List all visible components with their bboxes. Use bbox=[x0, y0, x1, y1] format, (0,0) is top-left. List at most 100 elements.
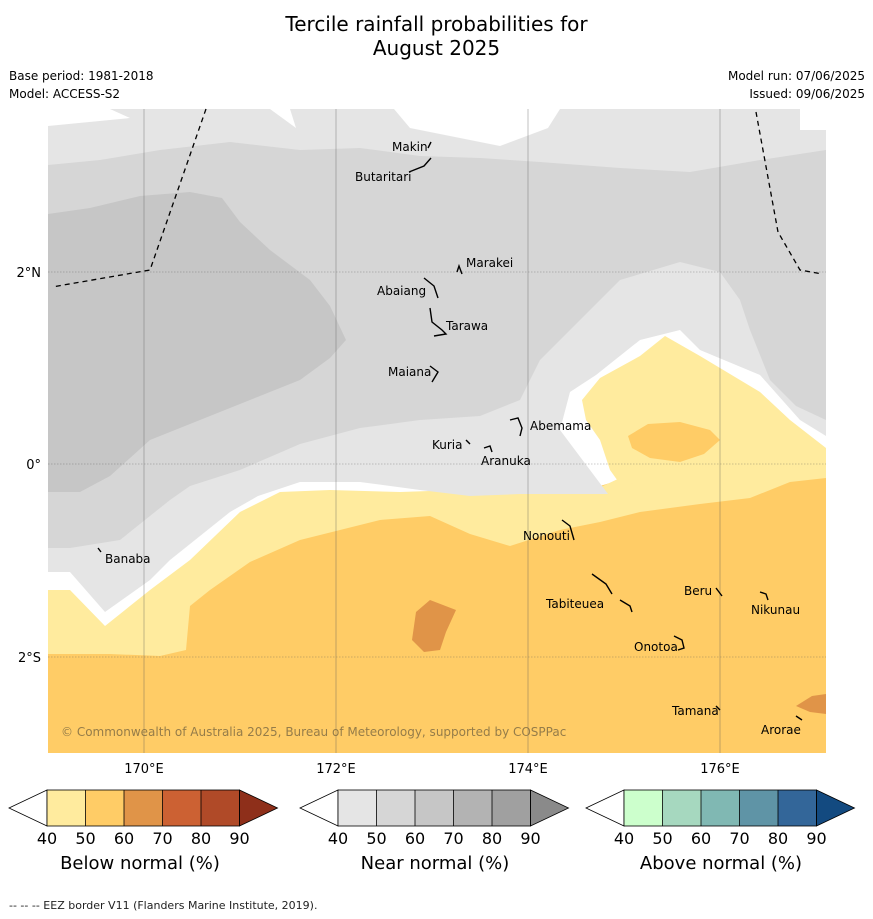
colorbar-segment bbox=[162, 790, 201, 826]
island-beru-shape bbox=[715, 587, 723, 597]
colorbar-segment bbox=[701, 790, 740, 826]
axis-labels: 170°E 172°E 174°E 176°E 2°N 0° 2°S bbox=[17, 266, 740, 777]
colorbar-tick-label: 40 bbox=[614, 829, 634, 848]
colorbar-tick-label: 50 bbox=[366, 829, 386, 848]
lon-label: 172°E bbox=[316, 762, 356, 777]
below-normal-40-50 bbox=[48, 458, 826, 656]
lon-label: 176°E bbox=[700, 762, 740, 777]
island-nonouti-shape bbox=[561, 519, 575, 541]
graticule bbox=[48, 109, 826, 753]
colorbar-outline bbox=[337, 789, 531, 827]
island-marakei-shape bbox=[456, 263, 463, 275]
island-maiana-shape bbox=[429, 365, 439, 383]
island-tamana-shape bbox=[715, 705, 721, 711]
colorbar-tick-label: 80 bbox=[482, 829, 502, 848]
colorbar-0: 40 50 60 70 80 90 bbox=[8, 789, 279, 848]
issued-date: Issued: 09/06/2025 bbox=[749, 87, 865, 101]
colorbar-segment bbox=[124, 790, 163, 826]
colorbar-tick-label: 50 bbox=[652, 829, 672, 848]
lat-label: 0° bbox=[26, 458, 41, 473]
colorbar-tick-label: 80 bbox=[768, 829, 788, 848]
colorbar-extend-high bbox=[239, 789, 279, 827]
island-tabiteuea-south-shape bbox=[619, 599, 633, 613]
colorbar-tick-label: 60 bbox=[405, 829, 425, 848]
island-banaba-shape bbox=[97, 547, 102, 553]
colorbar-tick-label: 90 bbox=[520, 829, 540, 848]
colorbar-segment bbox=[338, 790, 377, 826]
island-abaiang-shape bbox=[423, 277, 439, 299]
colorbar-segment bbox=[415, 790, 454, 826]
colorbar-outline bbox=[46, 789, 240, 827]
eez-footer-note: -- -- -- EEZ border V11 (Flanders Marine… bbox=[9, 899, 318, 912]
island-outlines bbox=[97, 141, 803, 721]
place-label: Butaritari bbox=[355, 170, 412, 184]
place-label: Kuria bbox=[432, 438, 463, 452]
title-line-2: August 2025 bbox=[372, 36, 501, 60]
lat-label: 2°S bbox=[18, 651, 41, 666]
colorbar-tick-label: 70 bbox=[443, 829, 463, 848]
below-normal-60-70-center bbox=[412, 600, 456, 652]
below-normal-east-50-60 bbox=[628, 422, 720, 462]
place-label: Onotoa bbox=[634, 640, 678, 654]
colorbar-segment bbox=[85, 790, 124, 826]
island-onotoa-shape bbox=[673, 635, 685, 651]
lat-label: 2°N bbox=[17, 266, 42, 281]
colorbars: 40 50 60 70 80 90 40 50 60 70 80 90 40 50 60 70 80 90 bbox=[8, 789, 856, 848]
copyright-text: © Commonwealth of Australia 2025, Bureau… bbox=[61, 725, 566, 739]
place-label: Tarawa bbox=[445, 319, 488, 333]
lon-label: 170°E bbox=[124, 762, 164, 777]
island-tabiteuea-north-shape bbox=[591, 573, 613, 595]
place-label: Maiana bbox=[388, 365, 431, 379]
eez-borders bbox=[51, 108, 823, 288]
colorbar-tick-label: 60 bbox=[691, 829, 711, 848]
colorbar-1: 40 50 60 70 80 90 bbox=[299, 789, 570, 848]
colorbar-segment bbox=[624, 790, 663, 826]
lon-label: 174°E bbox=[508, 762, 548, 777]
place-label: Abemama bbox=[530, 419, 591, 433]
place-label: Banaba bbox=[105, 552, 151, 566]
model-name: Model: ACCESS-S2 bbox=[9, 87, 121, 101]
colorbar-segment bbox=[453, 790, 492, 826]
base-period: Base period: 1981-2018 bbox=[9, 69, 154, 83]
colorbar-tick-label: 40 bbox=[328, 829, 348, 848]
near-normal-60-70 bbox=[48, 192, 346, 492]
meta-left: Base period: 1981-2018 Model: ACCESS-S2 bbox=[9, 67, 154, 103]
white-patch-top bbox=[48, 109, 130, 126]
island-nikunau-shape bbox=[759, 591, 769, 601]
colorbar-tick-label: 60 bbox=[114, 829, 134, 848]
colorbar-tick-label: 90 bbox=[806, 829, 826, 848]
colorbar-extend-low bbox=[8, 789, 48, 827]
colorbar-tick-label: 70 bbox=[729, 829, 749, 848]
eez-border-west bbox=[51, 108, 207, 288]
island-kuria-shape bbox=[465, 439, 471, 445]
white-patch-left bbox=[270, 109, 560, 146]
colorbar-extend-low bbox=[299, 789, 339, 827]
island-tarawa-shape bbox=[429, 307, 448, 337]
colorbar-tick-label: 50 bbox=[75, 829, 95, 848]
colorbar-tick-label: 90 bbox=[229, 829, 249, 848]
island-arorae-shape bbox=[795, 715, 803, 721]
model-run: Model run: 07/06/2025 bbox=[727, 69, 865, 83]
place-label: Nikunau bbox=[751, 603, 800, 617]
place-label: Tamana bbox=[671, 704, 719, 718]
place-labels: Makin Butaritari Marakei Abaiang Tarawa … bbox=[105, 140, 801, 737]
colorbar-title-below: Below normal (%) bbox=[60, 853, 220, 874]
map-title: Tercile rainfall probabilities for Augus… bbox=[0, 12, 873, 60]
island-makin-shape bbox=[427, 141, 432, 149]
island-aranuka-shape bbox=[483, 445, 493, 453]
colorbar-segment bbox=[376, 790, 415, 826]
colorbar-outline bbox=[623, 789, 817, 827]
place-label: Arorae bbox=[761, 723, 801, 737]
place-label: Makin bbox=[392, 140, 428, 154]
colorbar-segment bbox=[778, 790, 817, 826]
island-butaritari-shape bbox=[408, 157, 432, 173]
colorbar-tick-label: 40 bbox=[37, 829, 57, 848]
island-abemama-shape bbox=[509, 417, 523, 437]
colorbar-segment bbox=[492, 790, 531, 826]
place-label: Nonouti bbox=[523, 529, 570, 543]
place-label: Beru bbox=[684, 584, 712, 598]
colorbar-extend-high bbox=[530, 789, 570, 827]
place-label: Abaiang bbox=[377, 284, 426, 298]
colorbar-segment bbox=[47, 790, 86, 826]
